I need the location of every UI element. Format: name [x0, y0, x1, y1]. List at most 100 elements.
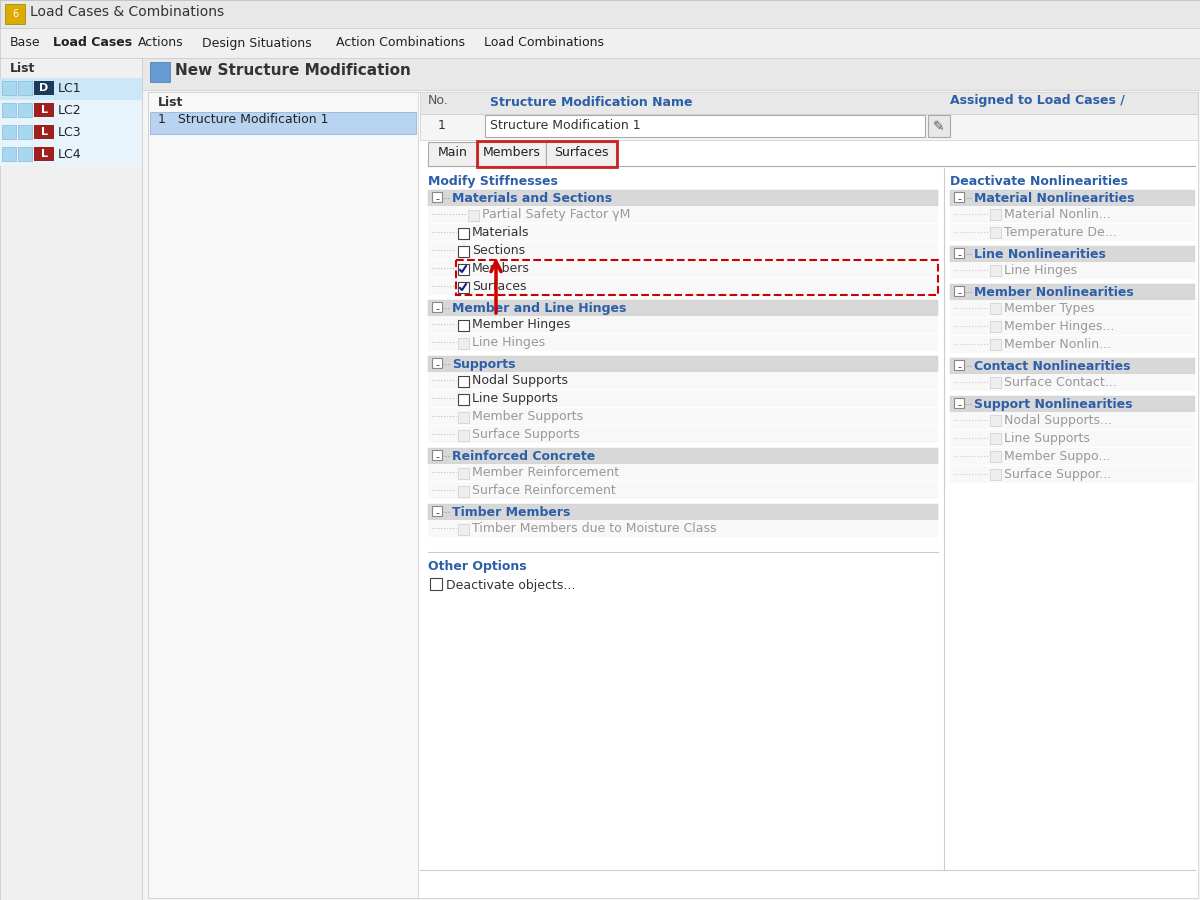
Bar — [485, 115, 925, 137]
Bar — [428, 260, 938, 277]
Bar — [458, 524, 469, 535]
Text: Support Nonlinearities: Support Nonlinearities — [974, 398, 1133, 411]
Text: Member Types: Member Types — [1004, 302, 1094, 315]
Text: Line Hinges: Line Hinges — [1004, 264, 1078, 277]
Text: L: L — [41, 149, 48, 159]
Bar — [428, 356, 938, 372]
Bar — [458, 264, 469, 275]
Bar — [428, 504, 938, 520]
Text: Action Combinations: Action Combinations — [336, 37, 466, 50]
Text: Surface Supports: Surface Supports — [472, 428, 580, 441]
Bar — [546, 142, 616, 166]
Text: Material Nonlin...: Material Nonlin... — [1004, 208, 1111, 221]
Bar — [0, 78, 142, 100]
Bar — [458, 246, 469, 257]
Text: Timber Members: Timber Members — [452, 506, 570, 519]
Bar — [990, 415, 1001, 426]
Bar — [428, 300, 938, 316]
Text: Member Supports: Member Supports — [472, 410, 583, 423]
Text: Member Suppo...: Member Suppo... — [1004, 450, 1110, 463]
Text: -: - — [958, 250, 961, 260]
Bar — [0, 144, 142, 166]
Bar — [148, 92, 418, 898]
Bar — [428, 520, 938, 537]
Bar — [950, 430, 1195, 447]
Text: Sections: Sections — [472, 244, 526, 257]
Text: -: - — [436, 304, 439, 314]
Bar — [458, 468, 469, 479]
Bar — [150, 62, 170, 82]
Bar — [432, 450, 442, 460]
Text: LC2: LC2 — [58, 104, 82, 117]
Text: Surfaces: Surfaces — [472, 280, 527, 293]
Text: No.: No. — [428, 94, 449, 107]
Bar — [34, 147, 54, 161]
Bar — [148, 92, 1198, 898]
Text: ✎: ✎ — [934, 120, 944, 134]
Text: Materials and Sections: Materials and Sections — [452, 192, 612, 205]
Text: 1   Structure Modification 1: 1 Structure Modification 1 — [158, 113, 329, 126]
Bar — [2, 147, 16, 161]
Bar — [428, 206, 938, 223]
Text: Assigned to Load Cases /: Assigned to Load Cases / — [950, 94, 1124, 107]
Bar — [420, 92, 1198, 898]
Bar — [954, 360, 964, 370]
Bar — [954, 398, 964, 408]
Bar — [458, 320, 469, 331]
Bar — [990, 339, 1001, 350]
Bar — [2, 125, 16, 139]
Text: -: - — [958, 194, 961, 204]
Text: Structure Modification Name: Structure Modification Name — [490, 96, 692, 110]
Bar — [428, 316, 938, 333]
Bar — [458, 394, 469, 405]
Bar — [950, 396, 1195, 412]
Text: -: - — [958, 288, 961, 298]
Text: Load Cases & Combinations: Load Cases & Combinations — [30, 5, 224, 19]
Text: Supports: Supports — [452, 358, 516, 371]
Bar — [432, 358, 442, 368]
Text: Load Cases: Load Cases — [53, 37, 132, 50]
Text: Line Nonlinearities: Line Nonlinearities — [974, 248, 1106, 261]
Text: 6: 6 — [12, 9, 18, 19]
Bar — [34, 103, 54, 117]
Bar — [18, 81, 32, 95]
Bar — [478, 142, 546, 166]
Text: 1: 1 — [438, 119, 446, 132]
Bar — [950, 374, 1195, 391]
Bar — [954, 286, 964, 296]
Text: L: L — [41, 105, 48, 115]
Bar — [950, 224, 1195, 241]
Bar — [950, 300, 1195, 317]
Bar — [950, 284, 1195, 300]
Text: Deactivate Nonlinearities: Deactivate Nonlinearities — [950, 175, 1128, 188]
Bar — [458, 412, 469, 423]
Text: Modify Stiffnesses: Modify Stiffnesses — [428, 175, 558, 188]
Bar — [950, 262, 1195, 279]
Bar — [950, 318, 1195, 335]
Bar — [458, 338, 469, 349]
Bar — [432, 506, 442, 516]
Text: Member Nonlin...: Member Nonlin... — [1004, 338, 1111, 351]
Bar — [2, 81, 16, 95]
Text: Other Options: Other Options — [428, 560, 527, 573]
Bar — [990, 469, 1001, 480]
Bar — [954, 248, 964, 258]
Bar — [150, 112, 416, 134]
Text: New Structure Modification: New Structure Modification — [175, 63, 410, 78]
Text: Line Supports: Line Supports — [472, 392, 558, 405]
Bar — [950, 206, 1195, 223]
Text: Line Supports: Line Supports — [1004, 432, 1090, 445]
Text: Member Hinges...: Member Hinges... — [1004, 320, 1115, 333]
Text: LC3: LC3 — [58, 126, 82, 139]
Text: Nodal Supports: Nodal Supports — [472, 374, 568, 387]
Text: Partial Safety Factor γM: Partial Safety Factor γM — [482, 208, 630, 221]
Text: Main: Main — [438, 146, 468, 159]
Bar — [950, 412, 1195, 429]
Text: Temperature De...: Temperature De... — [1004, 226, 1117, 239]
Bar — [18, 125, 32, 139]
Bar — [990, 433, 1001, 444]
Bar — [428, 390, 938, 407]
Bar — [432, 192, 442, 202]
Bar — [928, 115, 950, 137]
Bar — [458, 486, 469, 497]
